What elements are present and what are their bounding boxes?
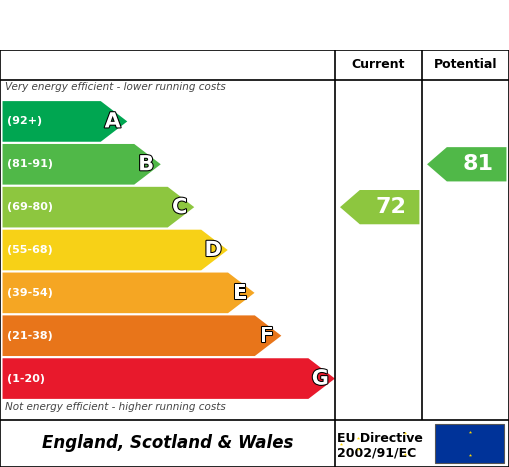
Polygon shape: [3, 315, 281, 356]
Text: (21-38): (21-38): [7, 331, 53, 341]
Text: Potential: Potential: [434, 58, 497, 71]
Text: B: B: [138, 154, 154, 174]
Text: (1-20): (1-20): [7, 374, 45, 383]
Text: C: C: [172, 197, 187, 217]
Text: EU Directive: EU Directive: [337, 432, 423, 446]
Text: 72: 72: [376, 197, 406, 217]
Polygon shape: [3, 273, 254, 313]
Text: (55-68): (55-68): [7, 245, 53, 255]
Text: A: A: [105, 112, 121, 131]
Text: Energy Efficiency Rating: Energy Efficiency Rating: [10, 15, 317, 35]
Polygon shape: [427, 147, 506, 181]
Polygon shape: [3, 187, 194, 227]
Polygon shape: [3, 144, 161, 184]
Text: (92+): (92+): [7, 116, 42, 127]
Text: D: D: [205, 240, 222, 260]
Text: (39-54): (39-54): [7, 288, 53, 298]
Polygon shape: [340, 190, 419, 224]
Text: (81-91): (81-91): [7, 159, 53, 169]
Text: Current: Current: [352, 58, 405, 71]
Text: England, Scotland & Wales: England, Scotland & Wales: [42, 434, 293, 453]
Text: 2002/91/EC: 2002/91/EC: [337, 446, 417, 460]
Text: F: F: [260, 325, 274, 346]
Polygon shape: [3, 358, 335, 399]
Polygon shape: [3, 101, 127, 142]
Text: (69-80): (69-80): [7, 202, 53, 212]
Text: E: E: [233, 283, 247, 303]
Bar: [435, 424, 504, 463]
Text: Very energy efficient - lower running costs: Very energy efficient - lower running co…: [5, 82, 226, 92]
Text: 81: 81: [463, 154, 493, 174]
Text: G: G: [312, 368, 329, 389]
Text: Not energy efficient - higher running costs: Not energy efficient - higher running co…: [5, 402, 226, 412]
Polygon shape: [3, 230, 228, 270]
